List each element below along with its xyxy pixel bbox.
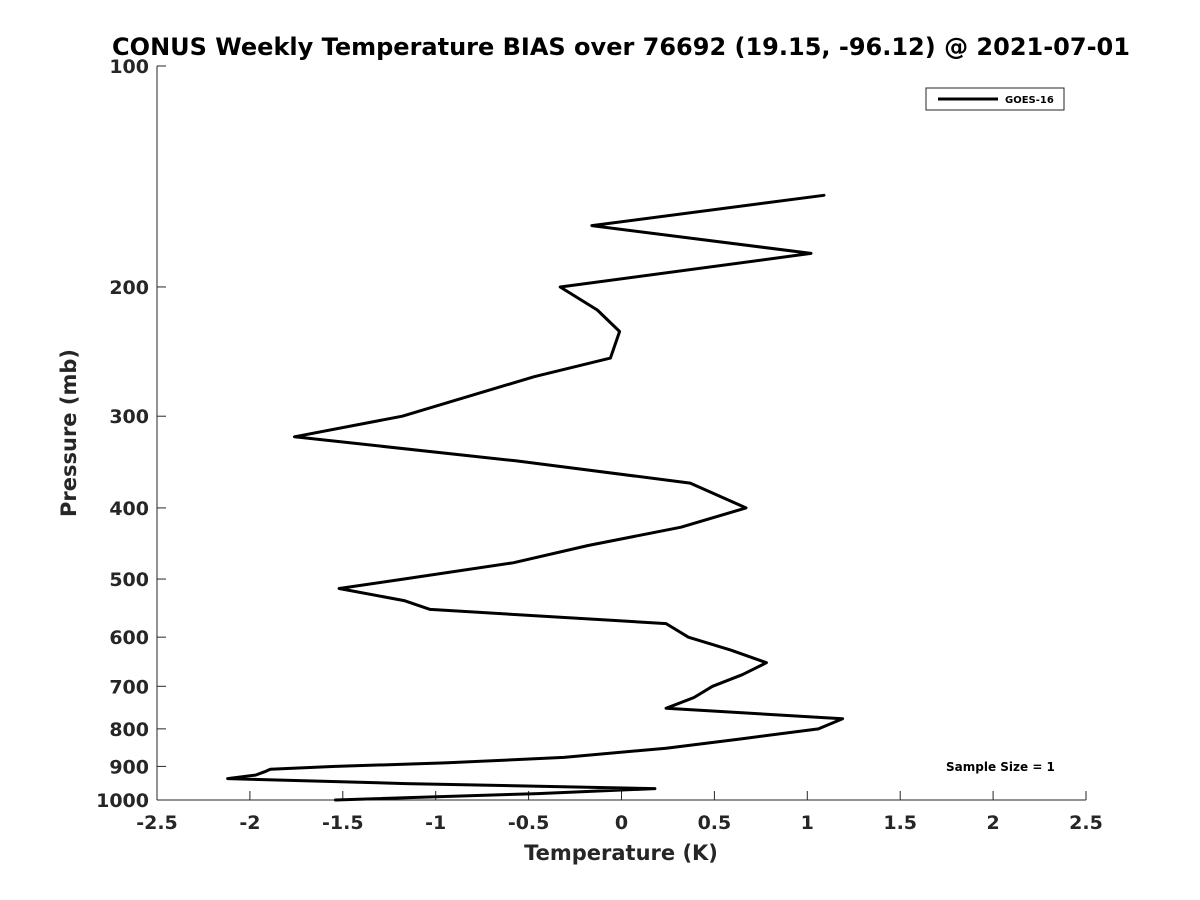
x-tick-label: 2.5: [1069, 812, 1103, 834]
x-axis-label: Temperature (K): [524, 841, 718, 865]
sample-size-annotation: Sample Size = 1: [946, 760, 1055, 774]
x-tick-label: 2: [986, 812, 999, 834]
chart-title: CONUS Weekly Temperature BIAS over 76692…: [112, 33, 1130, 61]
x-tick-label: -2: [239, 812, 260, 834]
x-axis-ticks: -2.5 -2 -1.5 -1 -0.5 0 0.5 1 1.5 2 2.5: [136, 791, 1103, 834]
y-tick-label: 600: [109, 627, 149, 649]
y-tick-label: 700: [109, 676, 149, 698]
x-tick-label: -1: [425, 812, 446, 834]
x-tick-label: -2.5: [136, 812, 178, 834]
legend-label-goes-16: GOES-16: [1005, 95, 1054, 106]
y-tick-label: 500: [109, 569, 149, 591]
y-tick-label: 400: [109, 498, 149, 520]
y-tick-label: 1000: [96, 790, 149, 812]
y-axis-label: Pressure (mb): [57, 349, 81, 517]
x-tick-label: -0.5: [508, 812, 550, 834]
y-tick-label: 900: [109, 756, 149, 778]
x-tick-label: 1.5: [883, 812, 917, 834]
y-tick-label: 300: [109, 406, 149, 428]
x-tick-label: 0.5: [698, 812, 732, 834]
y-tick-label: 100: [109, 56, 149, 78]
x-tick-label: -1.5: [322, 812, 364, 834]
x-tick-label: 0: [615, 812, 628, 834]
x-tick-label: 1: [801, 812, 814, 834]
y-tick-label: 800: [109, 719, 149, 741]
legend: GOES-16: [925, 87, 1065, 111]
y-axis-ticks: 100 200 300 400 500 600 700 800 900 1000: [96, 56, 166, 812]
series-layer: [226, 193, 845, 802]
series-line-goes-16: [226, 193, 845, 802]
y-tick-label: 200: [109, 277, 149, 299]
